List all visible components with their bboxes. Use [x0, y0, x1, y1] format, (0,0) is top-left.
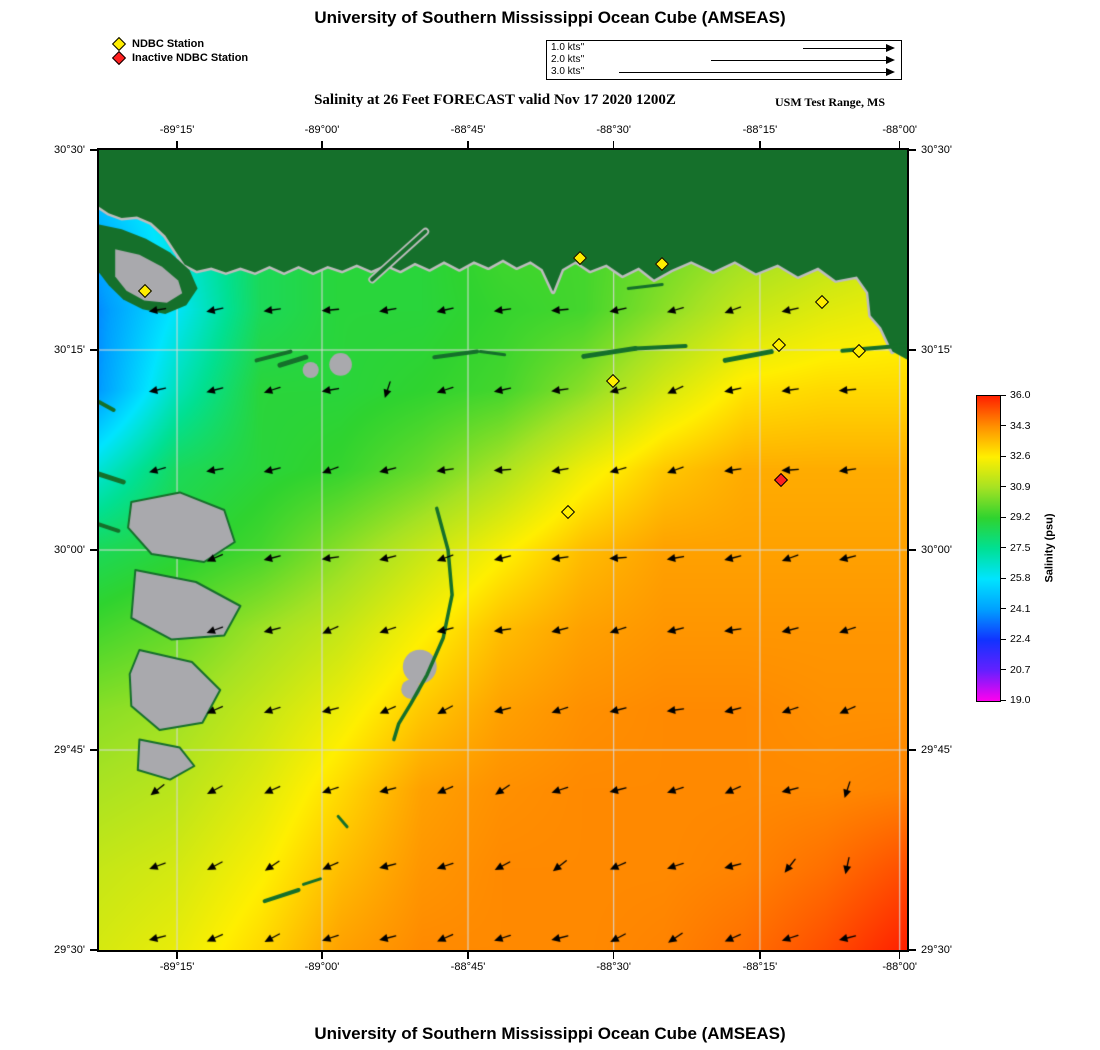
y-tick-label: 30°00'	[921, 544, 952, 556]
map-area: -89°15' -89°15' -89°00' -89°00' -88°45' -88°4…	[54, 124, 952, 973]
x-tick-label: -88°15'	[742, 961, 778, 973]
x-tick-label: -88°15'	[742, 124, 778, 136]
legend-item-inactive-ndbc-station: Inactive NDBC Station	[111, 50, 249, 66]
vector-scale-line	[619, 72, 886, 73]
colorbar-title: Salinity (psu)	[1040, 395, 1060, 700]
vector-arrowhead-icon	[886, 44, 895, 52]
inactive-ndbc-station-icon	[111, 50, 127, 66]
colorbar-tick-mark	[1001, 669, 1006, 670]
x-tick-mark	[612, 952, 615, 959]
x-tick-label: -88°00'	[882, 124, 918, 136]
y-tick-label: 29°30'	[54, 944, 85, 956]
x-tick-label: -89°15'	[159, 961, 195, 973]
y-tick-label: 29°30'	[921, 944, 952, 956]
colorbar-tick-label: 30.9	[1010, 480, 1031, 493]
x-tick-label: -89°00'	[304, 961, 340, 973]
colorbar-tick-label: 29.2	[1010, 511, 1031, 523]
legend-label-inactive-ndbc-station: Inactive NDBC Station	[132, 52, 249, 64]
vector-scale: 1.0 kts'' 2.0 kts'' 3.0 kts''	[546, 40, 902, 80]
x-tick-label: -88°45'	[450, 961, 486, 973]
y-tick-label: 30°00'	[54, 544, 85, 556]
vector-scale-line	[711, 60, 886, 61]
forecast-subtitle: Salinity at 26 Feet FORECAST valid Nov 1…	[314, 92, 676, 108]
colorbar-tick-label: 22.4	[1010, 633, 1031, 645]
x-tick-label: -89°00'	[304, 124, 340, 136]
x-tick-label: -88°45'	[450, 124, 486, 136]
y-tick-label: 30°30'	[54, 144, 85, 156]
x-tick-mark	[467, 952, 469, 959]
x-tick-mark	[467, 141, 469, 148]
x-tick-mark	[759, 141, 761, 148]
colorbar-tick-mark	[1001, 608, 1006, 609]
colorbar-tick-label: 19.0	[1010, 694, 1031, 706]
colorbar: 19.0 20.7 22.4 24.1 25.8 27.5 29.2 30.9 32.6 34.3…	[976, 389, 1046, 706]
x-tick-mark	[612, 141, 615, 148]
x-tick-mark	[898, 141, 901, 148]
colorbar-tick-mark	[1001, 577, 1006, 579]
colorbar-tick-mark	[1001, 516, 1006, 518]
y-tick-mark	[90, 749, 97, 751]
page-title: University of Southern Mississippi Ocean…	[314, 8, 786, 27]
map-canvas	[99, 150, 907, 950]
x-tick-label: -89°15'	[159, 124, 195, 136]
y-tick-mark	[90, 949, 97, 951]
colorbar-tick-label: 24.1	[1010, 602, 1031, 615]
x-tick-label: -88°30'	[596, 961, 632, 973]
x-tick-mark	[176, 141, 178, 148]
y-tick-label: 29°45'	[921, 744, 952, 756]
y-tick-mark	[909, 349, 916, 351]
vector-scale-label: 3.0 kts''	[551, 66, 585, 77]
vector-scale-label: 2.0 kts''	[551, 54, 585, 65]
y-tick-label: 30°15'	[921, 344, 952, 356]
vector-scale-row: 1.0 kts''	[547, 42, 901, 54]
vector-arrowhead-icon	[886, 56, 895, 64]
colorbar-tick-mark	[1001, 638, 1006, 640]
colorbar-tick-label: 34.3	[1010, 419, 1031, 432]
y-tick-mark	[90, 549, 97, 551]
y-tick-mark	[909, 549, 916, 551]
vector-scale-row: 2.0 kts''	[547, 54, 901, 66]
colorbar-tick-label: 27.5	[1010, 541, 1031, 554]
x-tick-mark	[321, 952, 323, 959]
x-tick-label: -88°00'	[882, 961, 918, 973]
region-label: USM Test Range, MS	[774, 95, 885, 109]
x-tick-mark	[759, 952, 761, 959]
x-tick-mark	[176, 952, 178, 959]
vector-arrowhead-icon	[886, 68, 895, 76]
y-tick-label: 30°30'	[921, 144, 952, 156]
y-tick-mark	[909, 949, 916, 951]
colorbar-title-text: Salinity (psu)	[1044, 512, 1056, 583]
page-title-bottom: University of Southern Mississippi Ocean…	[314, 1024, 786, 1043]
y-tick-mark	[90, 149, 97, 151]
colorbar-tick-label: 25.8	[1010, 572, 1031, 584]
colorbar-tick-mark	[1001, 547, 1006, 548]
colorbar-tick-mark	[1001, 455, 1006, 457]
colorbar-tick-mark	[1001, 699, 1006, 701]
vector-scale-row: 3.0 kts''	[547, 66, 901, 78]
colorbar-tick-mark	[1001, 425, 1006, 426]
vector-scale-label: 1.0 kts''	[551, 42, 585, 53]
vector-scale-line	[803, 48, 886, 49]
colorbar-gradient	[976, 395, 1001, 702]
y-tick-label: 29°45'	[54, 744, 85, 756]
y-tick-mark	[90, 349, 97, 351]
y-tick-label: 30°15'	[54, 344, 85, 356]
ndbc-station-icon	[111, 36, 127, 52]
colorbar-tick-label: 20.7	[1010, 663, 1031, 676]
legend: NDBC Station Inactive NDBC Station	[111, 36, 249, 66]
colorbar-tick-label: 32.6	[1010, 450, 1031, 462]
y-tick-mark	[909, 749, 916, 751]
legend-label-ndbc-station: NDBC Station	[132, 38, 205, 50]
x-tick-mark	[898, 952, 901, 959]
x-tick-mark	[321, 141, 323, 148]
colorbar-tick-label: 36.0	[1010, 389, 1031, 401]
y-tick-mark	[909, 149, 916, 151]
colorbar-tick-mark	[1001, 394, 1006, 396]
legend-item-ndbc-station: NDBC Station	[111, 36, 248, 52]
x-tick-label: -88°30'	[596, 124, 632, 136]
colorbar-tick-mark	[1001, 486, 1006, 487]
